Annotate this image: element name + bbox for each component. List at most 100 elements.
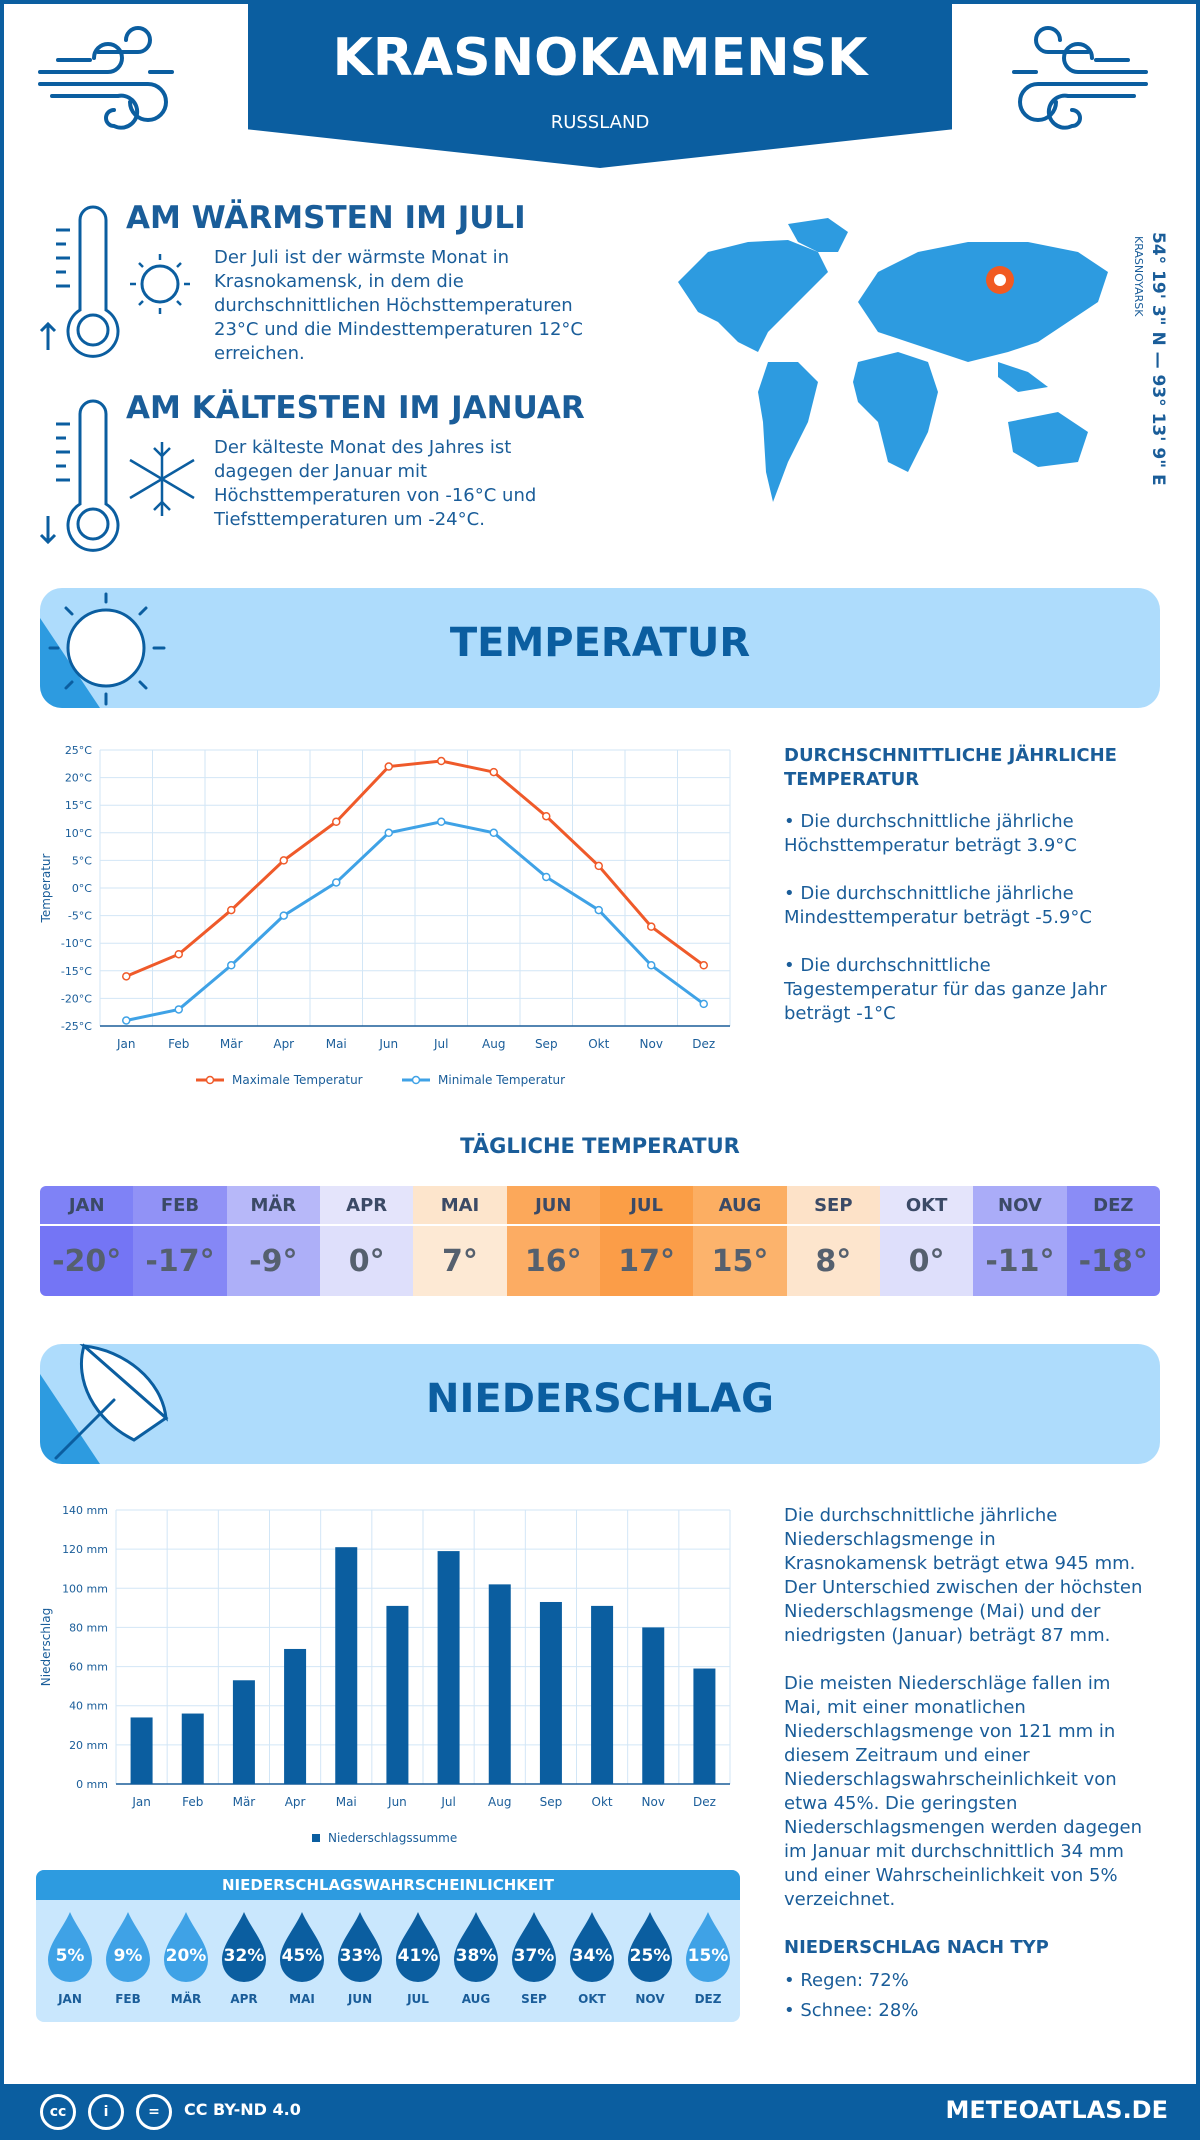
daily-month-label: APR [319, 1186, 414, 1224]
precip-bar [335, 1547, 358, 1784]
data-point [279, 856, 288, 865]
precipitation-section-header: NIEDERSCHLAG [40, 1344, 1160, 1464]
data-point [332, 817, 341, 827]
summary-max-point: • Die durchschnittliche jährliche Höchst… [784, 811, 1077, 856]
x-tick-label: Okt [588, 1037, 609, 1051]
y-axis-label: Niederschlag [39, 1608, 53, 1686]
probability-value: 5% [55, 1946, 85, 1966]
probability-month: FEB [115, 1992, 141, 2006]
precip-bar [539, 1601, 562, 1784]
greenland-shape [788, 218, 848, 252]
x-tick-label: Dez [692, 1037, 715, 1051]
eurasia-shape [858, 242, 1108, 362]
raindrop-shape [280, 1912, 324, 1982]
daily-temp-value: 0° [879, 1224, 974, 1296]
y-tick-label: 80 mm [69, 1621, 108, 1634]
daily-month-label: MÄR [226, 1186, 320, 1224]
warmest-fact: AM WÄRMSTEN IM JULI Der Juli ist der wär… [36, 200, 596, 364]
data-point [647, 961, 656, 970]
raindrop-icon [280, 1912, 324, 1982]
data-point [489, 828, 498, 838]
series-line-max [125, 759, 705, 978]
probability-drop: 38% AUG [450, 1910, 502, 2006]
probability-value: 34% [571, 1946, 613, 1966]
attribution-icon[interactable]: i [88, 2094, 124, 2130]
data-point [332, 878, 341, 887]
probability-drop: 33% JUN [334, 1910, 386, 2006]
license-label[interactable]: CC BY-ND 4.0 [184, 2100, 301, 2119]
data-point [437, 756, 446, 766]
probability-value: 41% [397, 1946, 439, 1966]
y-tick-label: 10°C [65, 827, 92, 840]
daily-cell: NOV -11° [973, 1186, 1067, 1296]
daily-month-label: FEB [133, 1186, 227, 1224]
daily-month-label: JUL [599, 1186, 694, 1224]
probability-value: 9% [113, 1946, 143, 1966]
umbrella-icon [54, 1343, 169, 1460]
probability-drop: 32% APR [218, 1910, 270, 2006]
data-point [542, 811, 551, 821]
precip-type-snow: • Schnee: 28% [784, 2000, 919, 2021]
summary-avg-point: • Die durchschnittliche Tagestemperatur … [784, 955, 1107, 1024]
y-tick-label: 20 mm [69, 1739, 108, 1752]
daily-month-label: MAI [413, 1186, 507, 1224]
legend-label: Minimale Temperatur [438, 1073, 565, 1087]
south-america-shape [758, 362, 818, 502]
daily-temp-value: -9° [226, 1224, 320, 1296]
x-tick-label: Sep [540, 1795, 563, 1809]
daily-month-label: DEZ [1066, 1186, 1160, 1224]
precip-type-title: NIEDERSCHLAG NACH TYP [784, 1937, 1049, 1958]
daily-temp-value: 17° [599, 1224, 694, 1296]
daily-cell: JUN 16° [506, 1186, 600, 1296]
daily-month-label: SEP [786, 1186, 880, 1224]
x-tick-label: Jul [440, 1795, 455, 1809]
y-tick-label: 5°C [72, 854, 92, 867]
raindrop-icon [164, 1912, 208, 1982]
data-point [437, 817, 446, 827]
raindrop-icon [396, 1912, 440, 1982]
daily-cell: JUL 17° [599, 1186, 694, 1296]
probability-month: DEZ [694, 1992, 722, 2006]
x-tick-label: Apr [273, 1037, 294, 1051]
probability-month: JUN [347, 1992, 373, 2006]
x-tick-label: Sep [535, 1037, 558, 1051]
wind-icon [1012, 26, 1148, 130]
cc-icon[interactable]: cc [40, 2094, 76, 2130]
daily-temp-value: -11° [973, 1224, 1067, 1296]
precip-bar [437, 1551, 460, 1784]
daily-temp-value: -20° [40, 1224, 134, 1296]
raindrop-shape [396, 1912, 440, 1982]
raindrop-icon [628, 1912, 672, 1982]
site-link[interactable]: METEOATLAS.DE [945, 2096, 1168, 2124]
raindrop-shape [570, 1912, 614, 1982]
data-point [594, 905, 603, 915]
daily-temperature-title: TÄGLICHE TEMPERATUR [460, 1134, 740, 1158]
daily-cell: JAN -20° [40, 1186, 134, 1296]
x-tick-label: Jan [131, 1795, 151, 1809]
daily-temp-value: 7° [413, 1224, 507, 1296]
x-tick-label: Jul [433, 1037, 448, 1051]
x-tick-label: Feb [182, 1795, 203, 1809]
probability-drop: 15% DEZ [682, 1910, 734, 2006]
raindrop-shape [164, 1912, 208, 1982]
y-tick-label: 25°C [65, 744, 92, 757]
precip-bar [591, 1605, 614, 1784]
probability-month: AUG [461, 1992, 491, 2006]
series-line-min [125, 820, 705, 1022]
coordinates-label: 54° 19' 3" N — 93° 13' 9" E [1148, 232, 1168, 486]
daily-temp-value: 0° [319, 1224, 414, 1296]
y-tick-label: -20°C [61, 992, 92, 1005]
raindrop-shape [48, 1912, 92, 1982]
temperature-section-header: TEMPERATUR [40, 588, 1160, 708]
legend-marker [411, 1075, 421, 1085]
precip-bar [693, 1668, 716, 1784]
probability-value: 37% [513, 1946, 555, 1966]
precip-bar [284, 1648, 307, 1784]
raindrop-shape [338, 1912, 382, 1982]
precipitation-chart: 140 mm 120 mm 100 mm 80 mm 60 mm 40 mm 20 mm 0 … [39, 1504, 731, 1845]
summary-min-point: • Die durchschnittliche jährliche Mindes… [784, 883, 1092, 928]
footer: cc i = CC BY-ND 4.0 METEOATLAS.DE [0, 2084, 1200, 2140]
daily-month-label: NOV [973, 1186, 1067, 1224]
noderivatives-icon[interactable]: = [136, 2094, 172, 2130]
data-point [384, 762, 393, 771]
